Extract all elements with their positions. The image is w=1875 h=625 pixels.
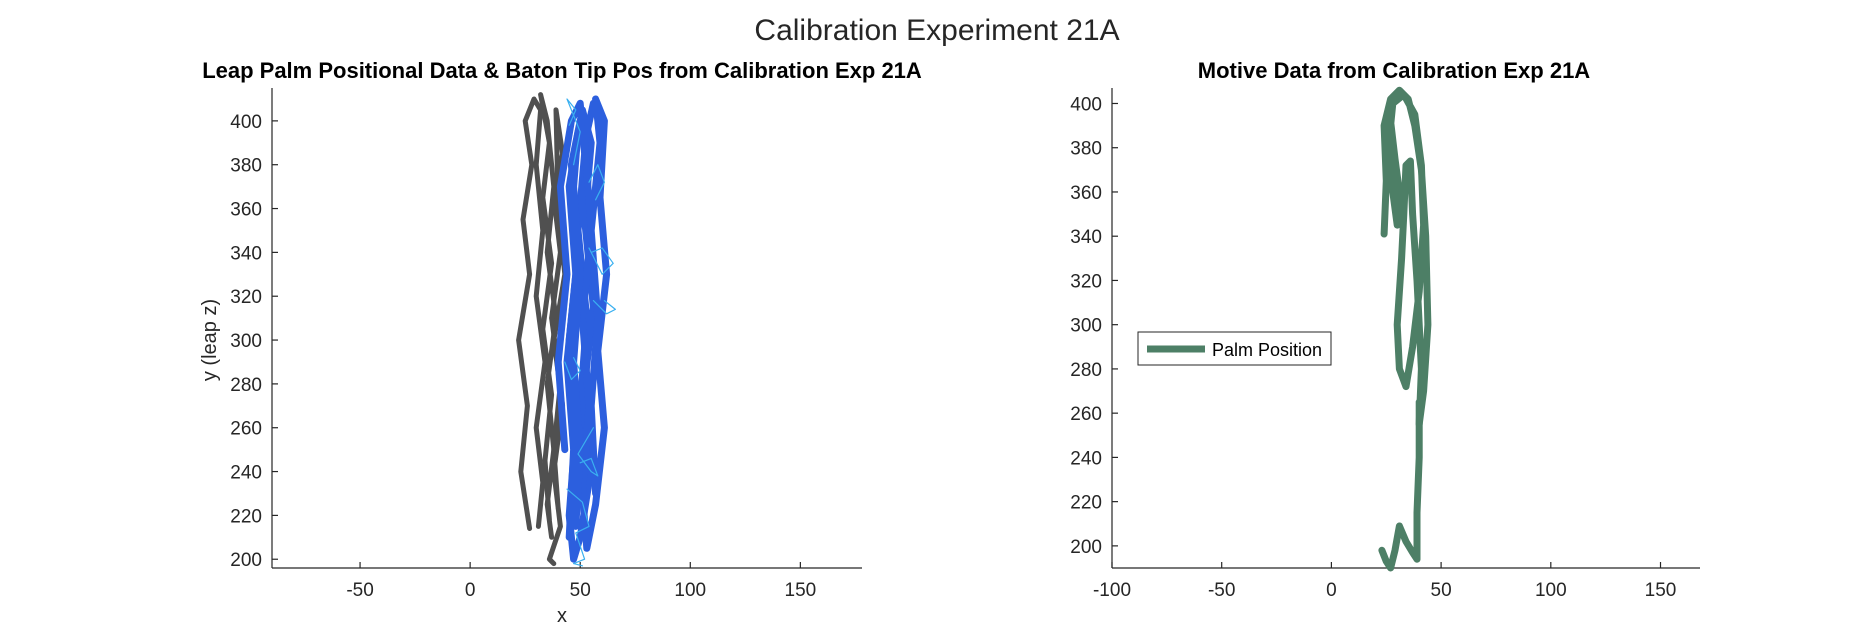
y-tick-label: 360: [230, 200, 262, 221]
x-tick-label: 150: [1645, 580, 1677, 601]
y-tick-label: 220: [1070, 493, 1102, 514]
series-line-2: [577, 427, 599, 477]
y-tick-label: 400: [1070, 94, 1102, 115]
left-plot-axes: -50 0 50 100 150 200 220 240 260 280 300 320 340 360 3…: [230, 88, 862, 601]
x-tick-label: -100: [1093, 580, 1131, 601]
series-line-0: [1380, 86, 1432, 428]
y-tick-label: 200: [1070, 537, 1102, 558]
x-tick-label: 0: [1326, 580, 1337, 601]
y-tick-label: 300: [230, 331, 262, 352]
right-plot-axes: -100 -50 0 50 100 150 200 220 240 260 280 300 320 340…: [1070, 88, 1700, 601]
x-tick-label: -50: [1208, 580, 1235, 601]
legend-label-palm-position: Palm Position: [1212, 340, 1322, 360]
y-tick-label: 340: [230, 243, 262, 264]
x-tick-label: 50: [1431, 580, 1452, 601]
series-line-1: [563, 128, 584, 541]
series-line-2: [592, 300, 616, 315]
figure-title: Calibration Experiment 21A: [754, 14, 1119, 47]
series-line-0: [516, 96, 548, 531]
y-tick-label: 240: [230, 463, 262, 484]
y-tick-label: 280: [230, 375, 262, 396]
left-plot-xlabel: x: [557, 605, 567, 625]
right-plot: Motive Data from Calibration Exp 21A -10…: [1070, 58, 1700, 601]
left-plot-data: [516, 92, 616, 567]
y-tick-label: 320: [1070, 271, 1102, 292]
legend: Palm Position: [1137, 331, 1332, 366]
x-tick-label: 100: [674, 580, 706, 601]
left-plot: Leap Palm Positional Data & Baton Tip Po…: [199, 58, 922, 625]
y-tick-label: 340: [1070, 227, 1102, 248]
x-tick-label: 50: [570, 580, 591, 601]
series-line-2: [564, 357, 581, 381]
series-line-0: [1378, 398, 1423, 572]
y-tick-label: 380: [1070, 139, 1102, 160]
right-plot-data: [1378, 86, 1432, 572]
right-plot-title: Motive Data from Calibration Exp 21A: [1198, 58, 1591, 83]
x-tick-label: 0: [465, 580, 476, 601]
y-tick-label: 260: [230, 419, 262, 440]
left-plot-title: Leap Palm Positional Data & Baton Tip Po…: [202, 58, 922, 83]
series-line-2: [566, 98, 581, 166]
y-tick-label: 220: [230, 506, 262, 527]
y-tick-label: 260: [1070, 404, 1102, 425]
series-line-2: [588, 164, 605, 201]
y-tick-label: 360: [1070, 183, 1102, 204]
series-line-2: [566, 488, 590, 567]
x-tick-label: 150: [785, 580, 817, 601]
series-line-0: [538, 92, 559, 540]
series-line-1: [578, 95, 611, 552]
left-plot-ylabel: y (leap z): [199, 299, 221, 381]
y-tick-label: 240: [1070, 448, 1102, 469]
y-tick-label: 320: [230, 287, 262, 308]
y-tick-label: 300: [1070, 316, 1102, 337]
x-tick-label: -50: [346, 580, 373, 601]
series-line-2: [588, 247, 614, 275]
y-tick-label: 380: [230, 156, 262, 177]
y-tick-label: 200: [230, 550, 262, 571]
y-tick-label: 400: [230, 112, 262, 133]
x-tick-label: 100: [1535, 580, 1567, 601]
y-tick-label: 280: [1070, 360, 1102, 381]
